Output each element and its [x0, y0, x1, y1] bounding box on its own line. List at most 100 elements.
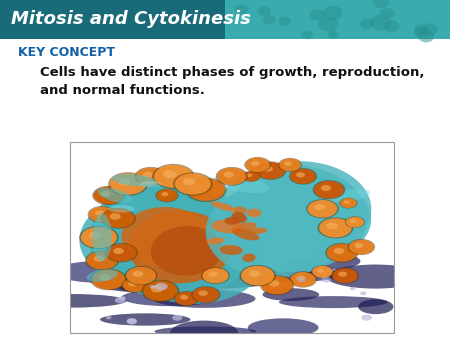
Ellipse shape: [89, 184, 258, 298]
Circle shape: [328, 30, 339, 39]
Circle shape: [79, 226, 119, 249]
Circle shape: [101, 208, 136, 229]
Circle shape: [239, 265, 276, 286]
Circle shape: [118, 178, 131, 186]
Circle shape: [333, 268, 358, 283]
Circle shape: [321, 185, 331, 191]
Circle shape: [269, 280, 279, 287]
Circle shape: [103, 209, 134, 228]
Circle shape: [185, 177, 227, 202]
Circle shape: [163, 170, 176, 178]
Ellipse shape: [108, 205, 135, 213]
Circle shape: [88, 206, 117, 223]
Ellipse shape: [92, 214, 112, 261]
Ellipse shape: [247, 209, 261, 217]
Ellipse shape: [100, 313, 190, 326]
Circle shape: [321, 277, 331, 282]
Ellipse shape: [224, 216, 241, 225]
Ellipse shape: [140, 181, 162, 187]
Ellipse shape: [98, 188, 133, 203]
Circle shape: [326, 223, 338, 230]
Circle shape: [216, 167, 248, 186]
Ellipse shape: [92, 178, 235, 273]
Ellipse shape: [53, 261, 158, 283]
Ellipse shape: [358, 299, 393, 314]
FancyBboxPatch shape: [225, 0, 450, 39]
Ellipse shape: [79, 195, 216, 287]
Circle shape: [327, 244, 357, 262]
Text: and normal functions.: and normal functions.: [40, 84, 205, 97]
Circle shape: [143, 172, 153, 178]
Circle shape: [279, 16, 291, 26]
Ellipse shape: [206, 182, 349, 277]
Circle shape: [106, 316, 112, 319]
Circle shape: [85, 250, 119, 270]
Circle shape: [173, 172, 213, 196]
Circle shape: [248, 270, 260, 277]
Circle shape: [296, 172, 305, 177]
Circle shape: [256, 162, 285, 179]
Circle shape: [263, 15, 276, 25]
Circle shape: [152, 164, 195, 189]
Ellipse shape: [128, 211, 232, 283]
Circle shape: [289, 168, 317, 185]
Circle shape: [319, 218, 352, 238]
Circle shape: [172, 315, 182, 321]
Ellipse shape: [18, 294, 126, 308]
Text: KEY CONCEPT: KEY CONCEPT: [18, 46, 115, 58]
Circle shape: [423, 23, 438, 35]
Circle shape: [201, 267, 230, 284]
Circle shape: [180, 295, 188, 299]
Circle shape: [92, 270, 126, 289]
Circle shape: [244, 157, 271, 173]
Circle shape: [128, 281, 136, 286]
Circle shape: [118, 296, 126, 300]
Circle shape: [302, 30, 313, 39]
Circle shape: [154, 165, 193, 188]
Circle shape: [289, 271, 317, 288]
Ellipse shape: [220, 245, 243, 255]
Ellipse shape: [326, 265, 425, 289]
Circle shape: [355, 243, 363, 248]
Circle shape: [344, 200, 350, 204]
Circle shape: [195, 184, 209, 191]
Ellipse shape: [248, 227, 267, 234]
Ellipse shape: [216, 249, 265, 267]
Ellipse shape: [86, 269, 118, 282]
Circle shape: [92, 186, 125, 205]
Ellipse shape: [280, 260, 326, 277]
Circle shape: [349, 240, 374, 255]
Circle shape: [339, 198, 358, 209]
Ellipse shape: [122, 207, 212, 268]
Circle shape: [350, 219, 356, 223]
Circle shape: [243, 171, 260, 182]
Ellipse shape: [114, 206, 265, 304]
Circle shape: [242, 171, 261, 182]
Circle shape: [175, 173, 211, 195]
Circle shape: [183, 178, 196, 186]
Ellipse shape: [212, 165, 368, 272]
Circle shape: [89, 207, 115, 222]
Ellipse shape: [154, 327, 256, 337]
Circle shape: [94, 255, 104, 262]
Circle shape: [241, 266, 274, 285]
Circle shape: [284, 161, 292, 166]
Circle shape: [90, 269, 127, 290]
Ellipse shape: [279, 296, 387, 308]
Ellipse shape: [212, 220, 243, 234]
Circle shape: [105, 243, 138, 262]
Circle shape: [127, 318, 137, 324]
Circle shape: [191, 286, 220, 304]
Circle shape: [198, 290, 208, 296]
Circle shape: [150, 285, 156, 289]
Ellipse shape: [248, 318, 319, 337]
Circle shape: [347, 239, 375, 255]
Circle shape: [157, 189, 177, 202]
Ellipse shape: [151, 226, 222, 275]
Circle shape: [308, 200, 338, 218]
Circle shape: [279, 159, 301, 171]
Circle shape: [141, 280, 180, 302]
Circle shape: [133, 271, 143, 277]
Circle shape: [296, 275, 305, 281]
Circle shape: [346, 217, 364, 227]
